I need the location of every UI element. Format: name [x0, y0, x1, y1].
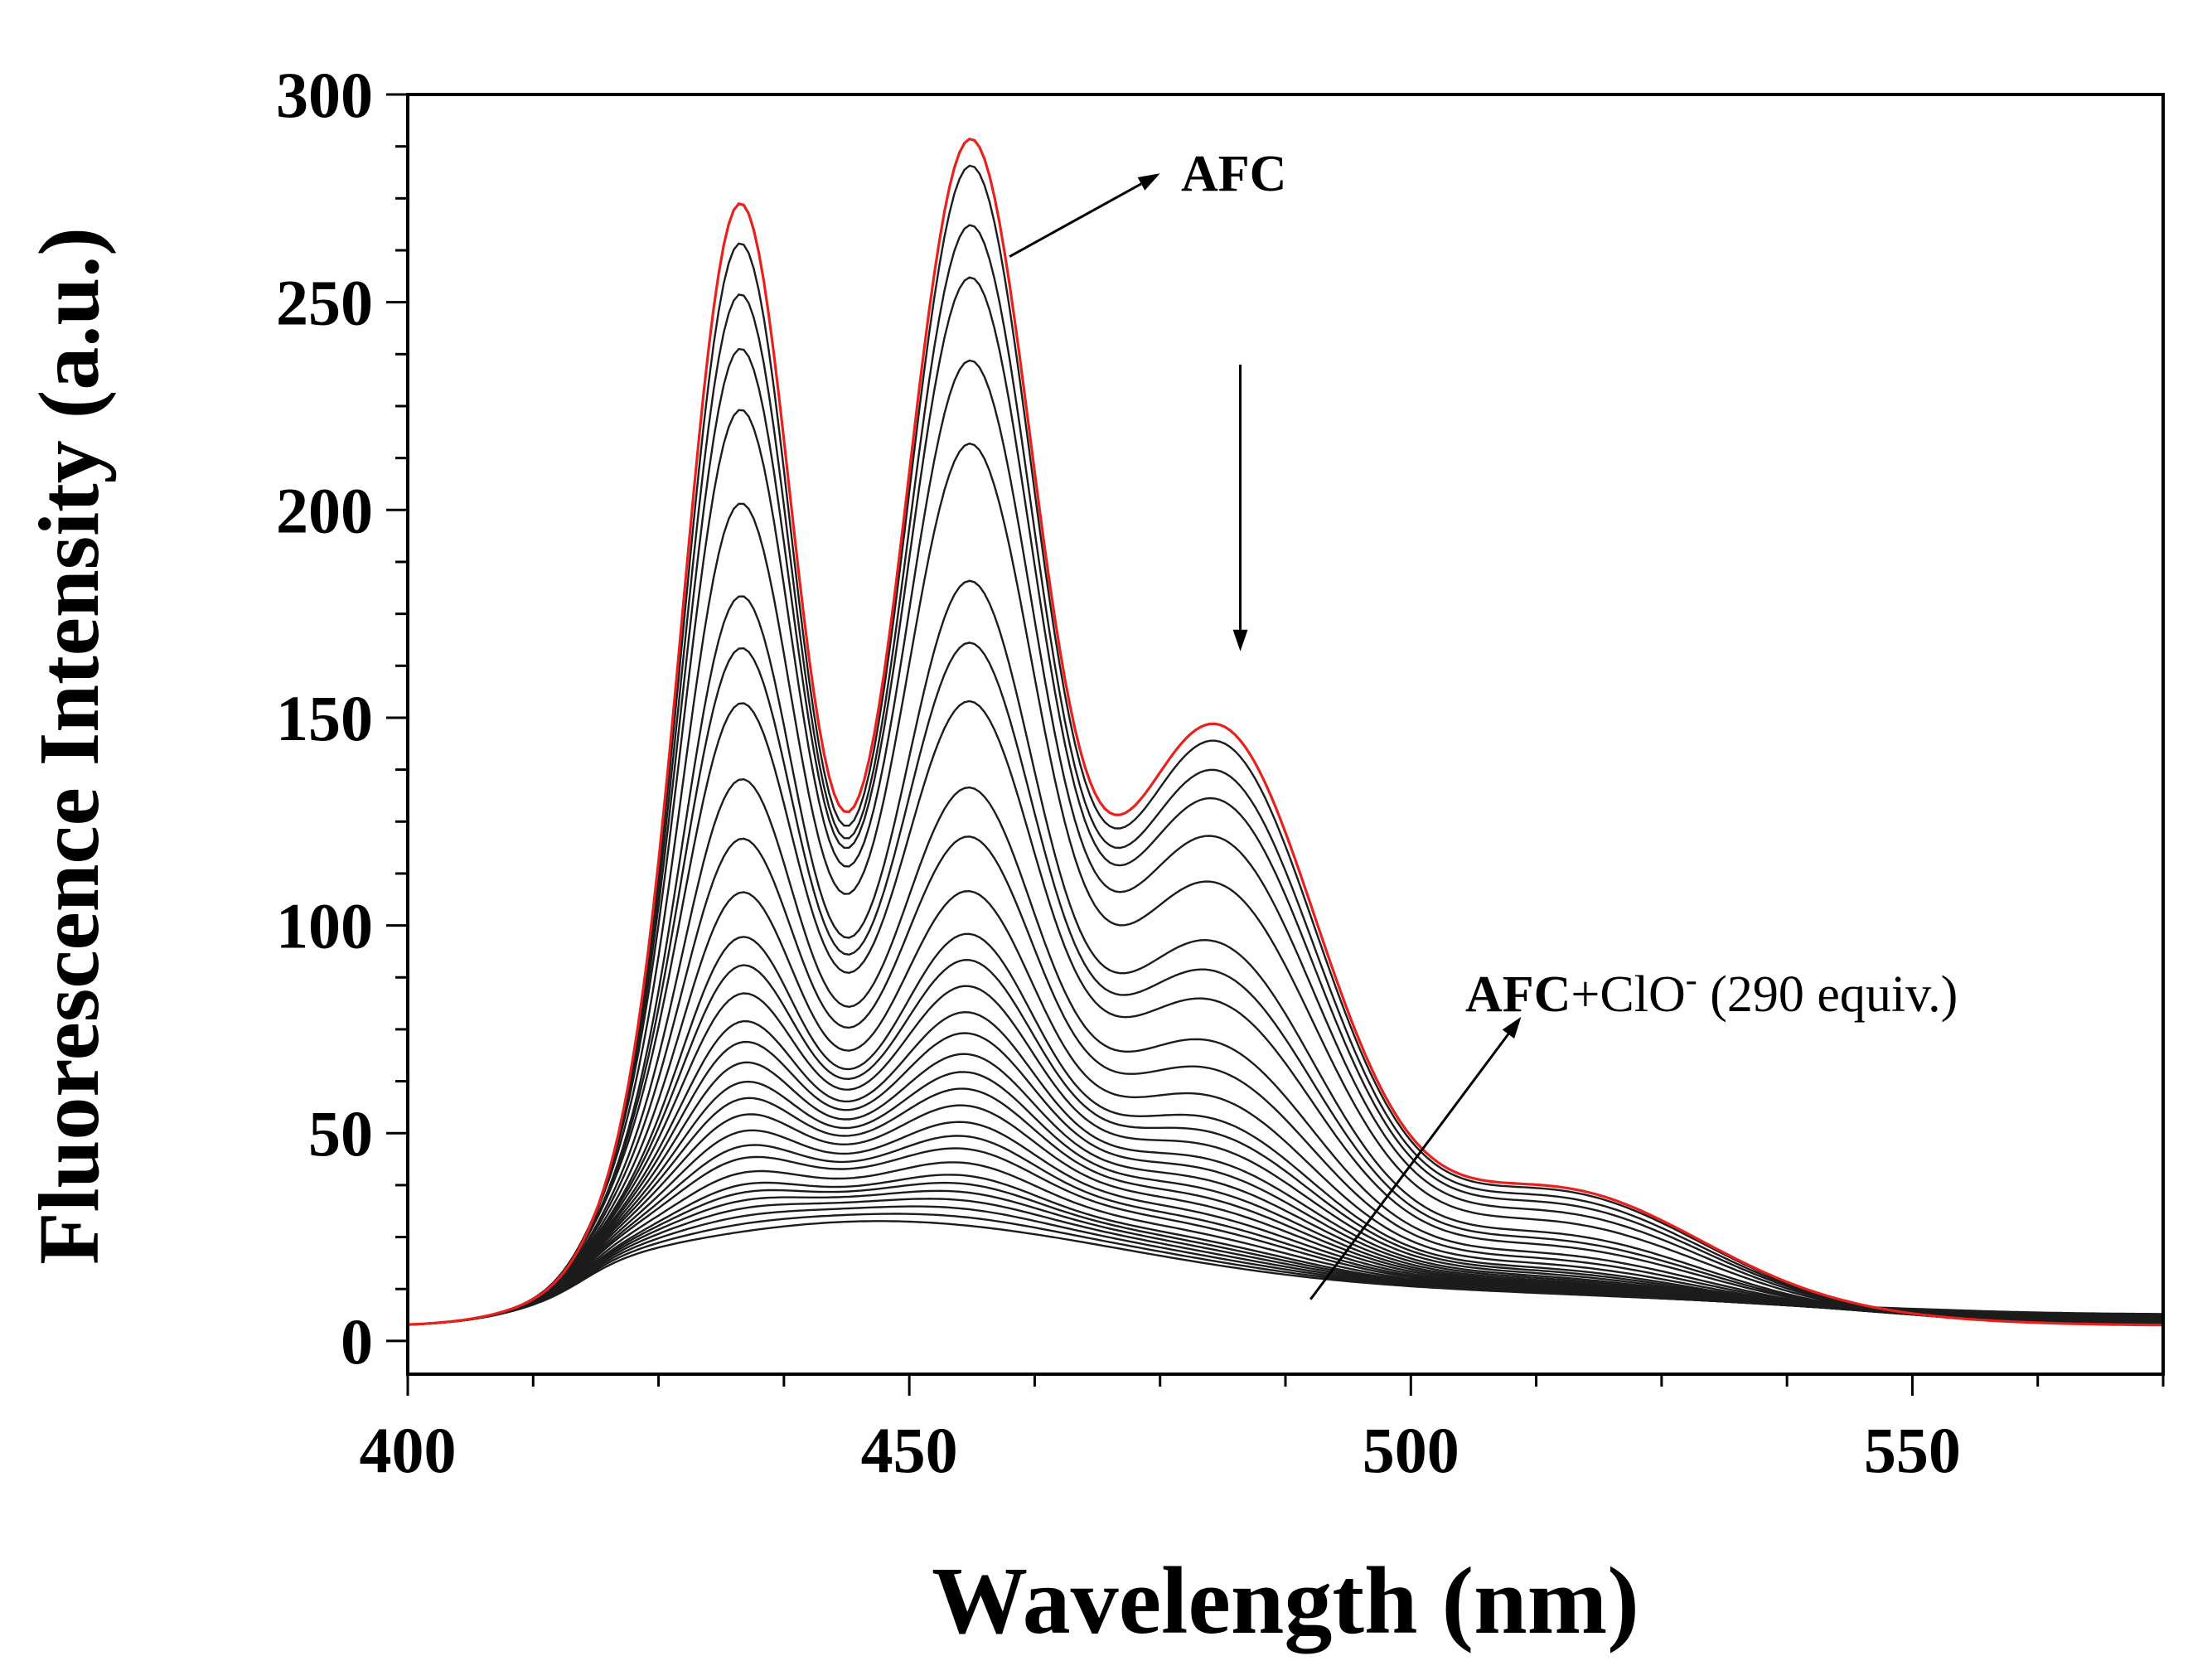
afc-clo-label-charge: - [1686, 961, 1697, 1000]
y-tick-label: 0 [341, 1305, 373, 1377]
afc-label: AFC [1181, 146, 1286, 202]
x-tick-label: 450 [861, 1414, 958, 1486]
afc-clo-label-bold: AFC [1465, 966, 1571, 1023]
x-axis-title: Wavelength (nm) [932, 1548, 1639, 1654]
afc-clo-annotation: AFC+ClO- (290 equiv.) [1309, 961, 1958, 1300]
y-tick-label: 150 [276, 682, 373, 754]
x-tick-label: 500 [1363, 1414, 1459, 1486]
trend-annotation [1232, 364, 1248, 651]
afc-arrowhead [1137, 173, 1160, 191]
afc-clo-label: AFC+ClO- (290 equiv.) [1465, 961, 1958, 1023]
annotations: AFC AFC+ClO- (290 equiv.) [1009, 146, 1958, 1300]
x-tick-label: 550 [1864, 1414, 1961, 1486]
afc-arrow [1009, 182, 1142, 258]
y-axis-ticks: 0 50 100 150 200 250 300 [276, 59, 408, 1377]
x-tick-label: 400 [360, 1414, 457, 1486]
spectra-curves [407, 164, 2164, 1326]
y-tick-label: 200 [276, 474, 373, 546]
y-tick-label: 250 [276, 267, 373, 339]
initial-afc-curve [407, 137, 2164, 1327]
decrease-trend-arrowhead [1232, 629, 1248, 651]
afc-annotation: AFC [1009, 146, 1286, 258]
afc-clo-label-ion: +ClO [1571, 966, 1685, 1023]
afc-clo-label-equiv: (290 equiv.) [1697, 966, 1958, 1023]
y-tick-label: 50 [308, 1097, 373, 1169]
afc-clo-arrowhead [1502, 1016, 1522, 1039]
afc-clo-arrow [1309, 1033, 1510, 1300]
y-tick-label: 300 [276, 59, 373, 131]
y-axis-title: Fluorescence Intensity (a.u.) [22, 227, 117, 1265]
initial-curve-group [407, 137, 2164, 1327]
x-axis-ticks: 400 450 500 550 [360, 1374, 2165, 1486]
y-tick-label: 100 [276, 890, 373, 962]
